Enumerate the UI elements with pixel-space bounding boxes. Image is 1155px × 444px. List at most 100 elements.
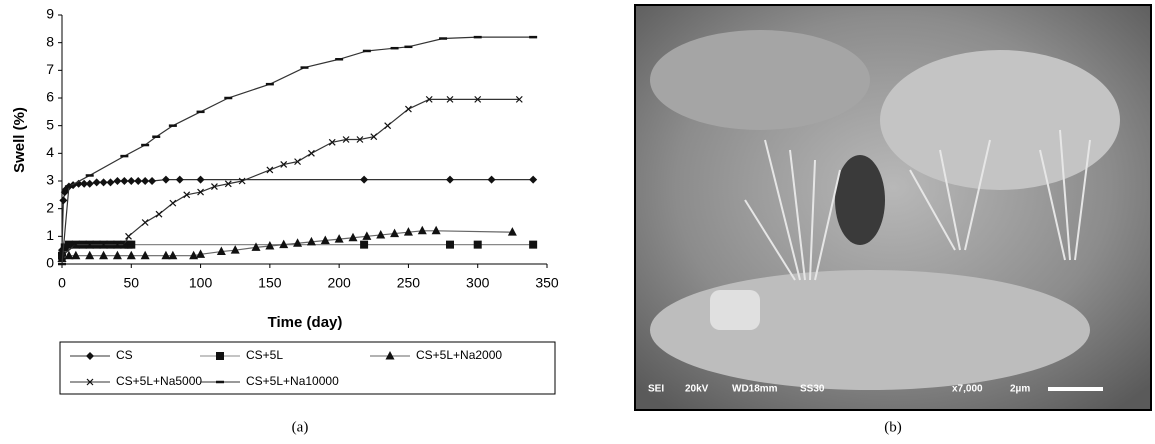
marker [230,245,240,254]
sem-texture [650,30,870,130]
marker [140,250,150,260]
marker [106,178,115,187]
marker [403,227,413,236]
marker [211,183,218,190]
marker [92,178,101,187]
marker [390,228,400,238]
info-text: SS30 [800,384,825,395]
marker [376,229,386,239]
x-tick-label: 350 [535,275,559,291]
marker [360,175,369,184]
marker [141,219,149,226]
marker [238,177,246,185]
marker [308,149,315,157]
sem-needles [744,129,1091,281]
marker [169,199,177,207]
marker [120,241,128,249]
marker [161,250,171,260]
marker [59,196,68,205]
legend-box [59,341,556,395]
y-tick-label: 6 [46,89,54,105]
marker [265,241,275,250]
marker [216,352,224,360]
marker [474,95,482,103]
marker [529,175,538,184]
marker [529,240,538,249]
marker [64,240,73,249]
marker [196,175,205,184]
marker [280,160,288,168]
marker [72,241,80,249]
marker [175,175,184,184]
marker [293,238,303,247]
marker [120,177,129,185]
series-line [61,36,534,265]
x-axis-label: Time (day) [268,314,343,331]
sem-texture [650,270,1090,390]
x-tick-label: 200 [327,275,351,291]
marker [100,241,107,249]
marker [141,177,150,185]
y-tick-label: 1 [46,227,54,243]
legend-label: CS+5L+Na5000 [116,374,202,388]
marker [189,250,199,260]
legend-label: CS+5L+Na2000 [416,348,502,362]
y-tick-label: 7 [46,61,54,77]
marker [334,234,344,243]
y-tick-label: 4 [46,144,54,160]
y-tick-label: 5 [46,116,54,132]
marker [85,250,95,260]
marker [216,246,226,256]
marker [348,232,358,242]
marker [425,95,433,103]
sem-texture [835,155,885,245]
marker [446,240,454,249]
legend-label: CS+5L [246,348,283,362]
marker [487,175,496,184]
caption: (a) [292,419,309,435]
marker [342,136,350,143]
marker [251,242,261,251]
info-text: 2µm [1010,384,1030,395]
y-tick-label: 2 [46,199,54,215]
marker [126,250,136,260]
legend-label: CS+5L+Na10000 [246,374,339,388]
marker [114,241,121,249]
marker [360,240,369,249]
sem-texture [710,290,760,330]
x-tick-label: 0 [58,275,66,291]
marker [294,158,301,166]
marker [127,177,136,185]
marker [507,227,517,236]
marker [446,175,454,184]
marker [306,236,316,246]
marker [196,249,206,258]
marker [58,252,66,260]
marker [60,243,69,252]
marker [155,210,163,218]
marker [85,179,94,188]
marker [127,240,136,249]
y-tick-label: 8 [46,33,54,49]
marker [356,136,364,143]
micrograph [634,4,1152,411]
caption: (b) [884,419,902,435]
marker [86,378,94,386]
marker [473,240,482,249]
marker [320,235,330,244]
legend-label: CS [116,348,133,362]
x-tick-label: 50 [123,275,139,291]
marker [328,138,336,146]
micrograph-info: SEI 20kV WD18mm SS30 x7,000 2µm [648,384,1030,395]
marker [134,177,143,185]
marker [86,241,94,249]
marker [362,231,372,240]
x-tick-label: 150 [258,275,282,291]
marker [113,177,122,185]
marker [515,95,523,103]
info-text: x7,000 [952,384,983,395]
marker [417,225,427,235]
marker [370,133,378,141]
